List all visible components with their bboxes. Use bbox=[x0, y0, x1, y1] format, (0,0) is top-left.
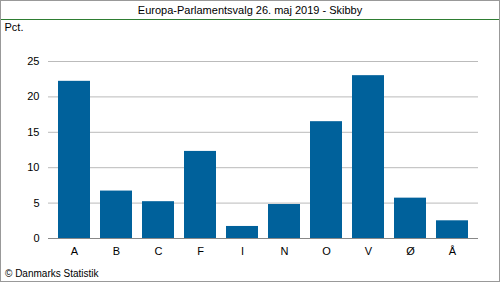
svg-text:V: V bbox=[365, 245, 373, 257]
svg-text:Ø: Ø bbox=[406, 245, 415, 257]
svg-text:5: 5 bbox=[33, 197, 39, 209]
svg-text:O: O bbox=[322, 245, 331, 257]
svg-text:I: I bbox=[241, 245, 244, 257]
svg-text:C: C bbox=[155, 245, 163, 257]
svg-text:15: 15 bbox=[27, 126, 39, 138]
svg-text:0: 0 bbox=[33, 232, 39, 244]
svg-text:A: A bbox=[71, 245, 79, 257]
svg-text:Pct.: Pct. bbox=[5, 21, 24, 33]
html-text:© Danmarks Statistik: © Danmarks Statistik bbox=[5, 268, 99, 279]
svg-text:25: 25 bbox=[27, 55, 39, 67]
svg-text:Å: Å bbox=[449, 245, 457, 257]
svg-text:20: 20 bbox=[27, 90, 39, 102]
html-text:Europa-Parlamentsvalg 26. maj: Europa-Parlamentsvalg 26. maj 2019 - Ski… bbox=[137, 4, 363, 16]
svg-text:F: F bbox=[197, 245, 204, 257]
svg-text:10: 10 bbox=[27, 161, 39, 173]
svg-text:B: B bbox=[113, 245, 120, 257]
svg-text:N: N bbox=[281, 245, 289, 257]
